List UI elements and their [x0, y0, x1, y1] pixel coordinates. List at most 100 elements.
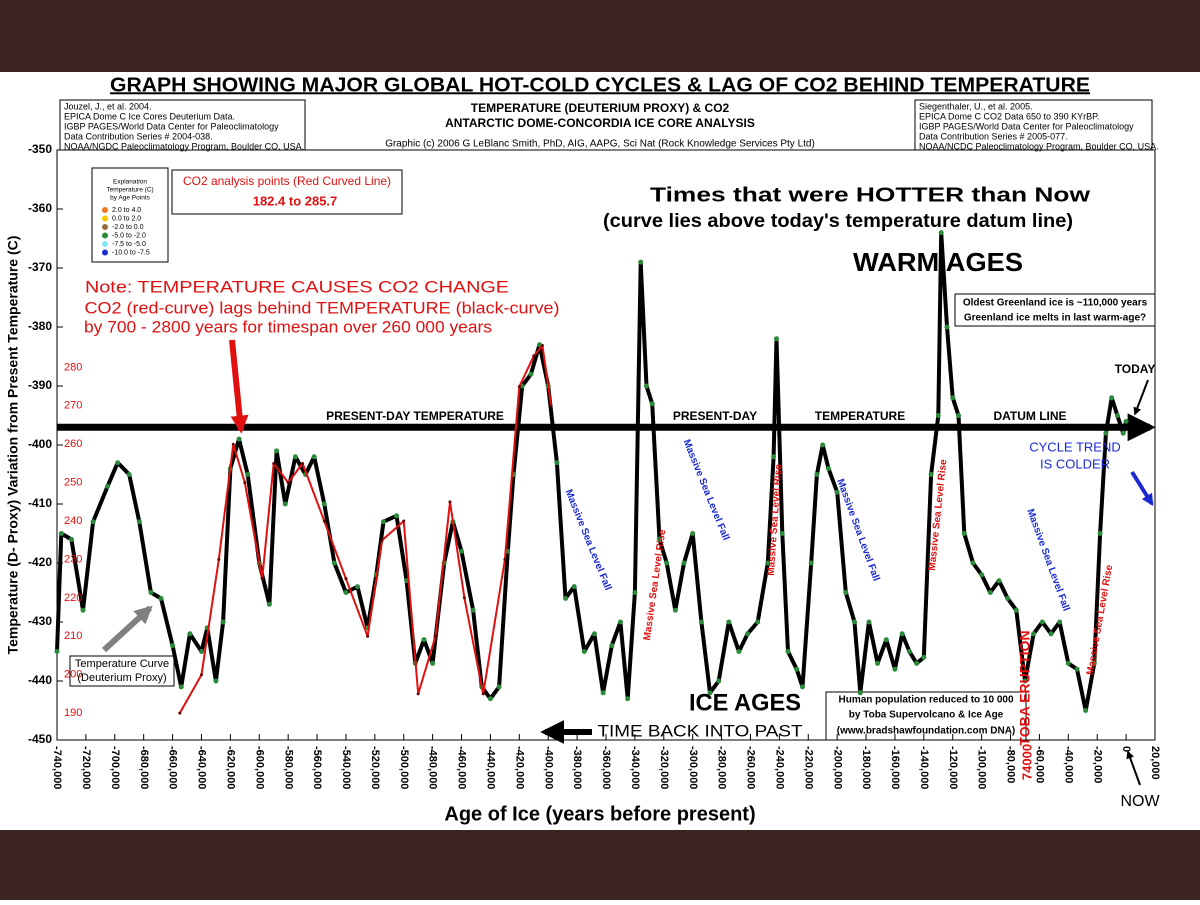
x-tick-label: -320,000	[658, 746, 670, 789]
annotation: (Deuterium Proxy)	[77, 672, 166, 684]
data-point	[532, 354, 536, 358]
data-point	[343, 590, 349, 595]
data-point	[421, 637, 427, 643]
data-point	[80, 607, 86, 613]
x-tick-label: -620,000	[224, 746, 236, 789]
data-point	[331, 560, 337, 566]
y-tick-label: -430	[28, 614, 52, 628]
y-tick-label: -390	[28, 378, 52, 392]
data-point	[944, 324, 950, 330]
x-tick-label: -240,000	[773, 746, 785, 789]
data-point	[906, 649, 912, 654]
arrow	[229, 339, 249, 434]
data-point	[773, 336, 779, 342]
annotation: PRESENT-DAY TEMPERATURE	[326, 409, 504, 423]
data-point	[178, 684, 184, 690]
x-tick-label: -60,000	[1034, 746, 1046, 783]
y-tick-label: -440	[28, 673, 52, 687]
data-point	[321, 501, 327, 507]
data-point	[243, 481, 247, 485]
x-tick-label: -460,000	[456, 746, 468, 789]
x-tick-label: -720,000	[80, 746, 92, 789]
note-box	[825, 691, 1027, 741]
data-point	[1114, 413, 1120, 418]
data-point	[344, 577, 348, 581]
y-tick-label: -450	[28, 732, 52, 746]
annotation: TOBA ERUPTION	[1017, 630, 1033, 745]
data-point	[311, 454, 317, 460]
data-point	[217, 557, 221, 561]
data-point	[1109, 395, 1115, 401]
x-tick-label: -440,000	[485, 746, 497, 789]
data-point	[707, 690, 713, 696]
data-point	[54, 649, 60, 654]
data-point	[745, 631, 751, 637]
legend-title: Temperature (C)	[106, 187, 153, 194]
data-point	[866, 619, 872, 625]
x-tick-label: -200,000	[831, 746, 843, 789]
data-point	[921, 654, 927, 660]
data-point	[178, 711, 182, 715]
x-tick-label: -100,000	[976, 746, 988, 789]
data-point	[554, 460, 560, 466]
legend-swatch	[102, 224, 108, 230]
data-point	[1083, 708, 1089, 713]
x-tick-label: -120,000	[947, 746, 959, 789]
data-point	[825, 466, 831, 472]
y2-tick-label: 200	[64, 669, 82, 681]
annotation: ICE AGES	[689, 689, 801, 716]
annotation: TIME BACK INTO PAST	[598, 721, 803, 740]
source-text: NOAA/NGDC Paleoclimatology Program, Boul…	[64, 141, 304, 151]
annotation: (curve lies above today's temperature da…	[603, 211, 1073, 232]
data-point	[600, 690, 606, 696]
annotation: Human population reduced to 10 000	[838, 695, 1013, 706]
source-text: NOAA/NCDC Paleoclimatology Program, Boul…	[919, 141, 1159, 151]
x-tick-label: -680,000	[138, 746, 150, 789]
annotation: 74000	[1019, 744, 1034, 780]
data-point	[1123, 418, 1129, 424]
data-point	[260, 577, 264, 581]
data-point	[1091, 660, 1097, 666]
data-point	[1022, 678, 1028, 684]
data-point	[170, 643, 176, 649]
data-point	[496, 684, 502, 690]
data-point	[462, 596, 466, 600]
data-point	[883, 637, 889, 643]
annotation: IS COLDER	[1040, 456, 1110, 471]
data-point	[716, 678, 722, 684]
data-point	[416, 692, 420, 696]
data-point	[979, 572, 985, 578]
y2-tick-label: 260	[64, 438, 82, 450]
data-point	[581, 649, 587, 654]
x-tick-label: -340,000	[629, 746, 641, 789]
data-point	[266, 601, 272, 607]
x-tick-label: -360,000	[600, 746, 612, 789]
x-tick-label: -480,000	[427, 746, 439, 789]
data-point	[799, 684, 805, 690]
x-tick-label: 0	[1120, 746, 1132, 752]
x-tick-label: -420,000	[513, 746, 525, 789]
data-point	[656, 536, 662, 542]
data-point	[956, 413, 962, 418]
legend-label: -7.5 to -5.0	[112, 241, 146, 248]
y2-tick-label: 210	[64, 630, 82, 642]
data-point	[690, 531, 696, 536]
x-tick-label: -500,000	[398, 746, 410, 789]
data-point	[591, 631, 597, 637]
data-point	[698, 619, 704, 625]
legend-swatch	[102, 215, 108, 222]
x-tick-label: -280,000	[716, 746, 728, 789]
data-point	[851, 619, 857, 625]
data-point	[355, 584, 361, 590]
source-text: IGBP PAGES/World Data Center for Paleocl…	[64, 121, 279, 131]
data-point	[914, 660, 920, 666]
data-point	[231, 442, 235, 446]
annotation: (www.bradshawfoundation.com DNA)	[837, 726, 1016, 737]
data-point	[961, 531, 967, 536]
data-point	[1057, 619, 1063, 625]
annotation: Times that were HOTTER than Now	[650, 184, 1091, 206]
data-point	[1048, 631, 1054, 637]
data-point	[1013, 607, 1019, 613]
data-point	[563, 595, 569, 601]
x-tick-label: -400,000	[542, 746, 554, 789]
